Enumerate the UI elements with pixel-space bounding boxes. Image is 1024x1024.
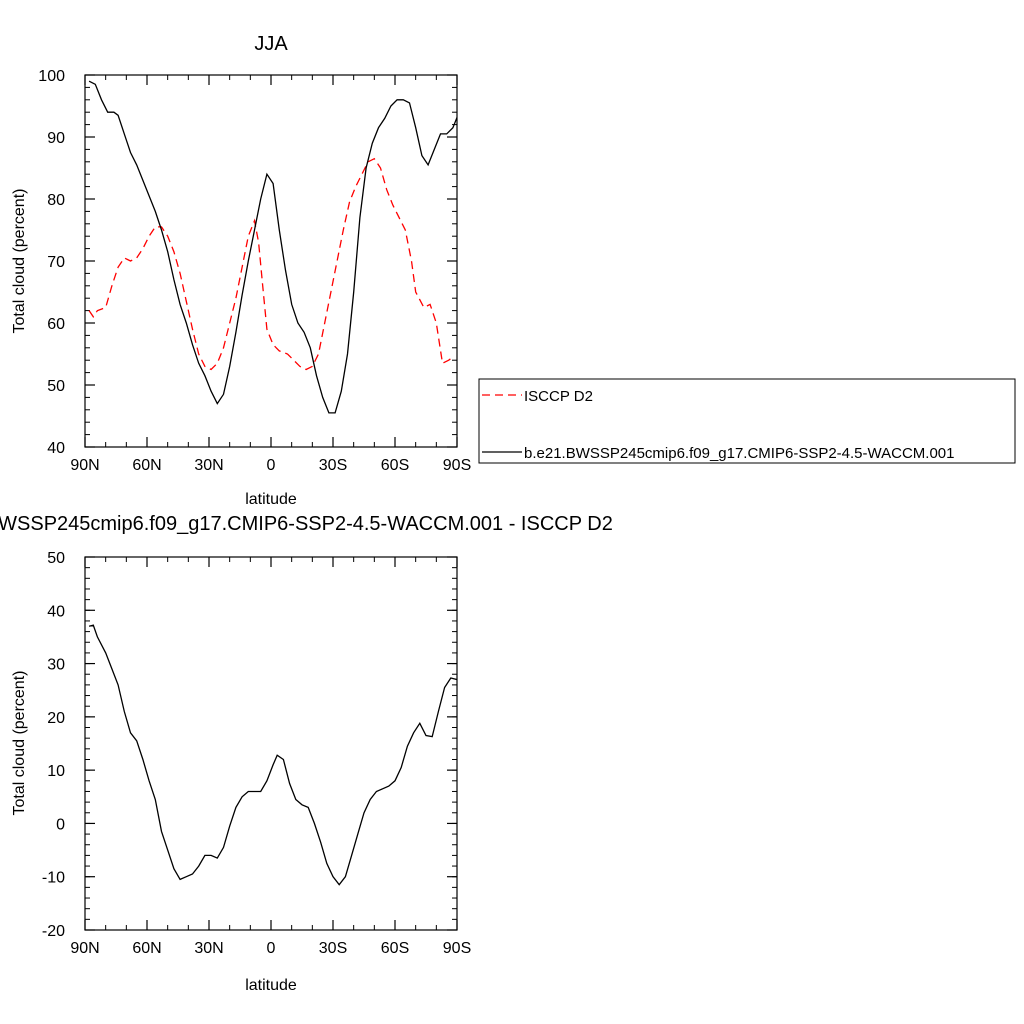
top-panel-x-label: latitude (245, 491, 297, 508)
panel1-y-tick-label: 10 (47, 763, 65, 780)
panel0-x-tick-label: 30S (319, 457, 347, 474)
panel0-y-tick-label: 90 (47, 130, 65, 147)
panel0-series-line-0 (88, 157, 454, 371)
bottom-panel-y-label: Total cloud (percent) (11, 671, 28, 816)
panel0-x-tick-label: 60S (381, 457, 409, 474)
panel1-y-tick-label: 40 (47, 603, 65, 620)
panel0-x-tick-label: 60N (132, 457, 161, 474)
bottom-panel: b.e21.BWSSP245cmip6.f09_g17.CMIP6-SSP2-4… (0, 513, 613, 994)
panel0-x-tick-label: 0 (267, 457, 276, 474)
panel0-y-tick-label: 50 (47, 378, 65, 395)
panel0-x-tick-label: 90N (70, 457, 99, 474)
panel0-y-tick-label: 60 (47, 316, 65, 333)
panel1-y-tick-label: -10 (42, 870, 65, 887)
panel1-y-tick-label: -20 (42, 923, 65, 940)
panel1-y-tick-label: 0 (56, 816, 65, 833)
legend-label-model: b.e21.BWSSP245cmip6.f09_g17.CMIP6-SSP2-4… (524, 445, 954, 462)
panel0-x-tick-label: 30N (194, 457, 223, 474)
panel1-x-tick-label: 90N (70, 940, 99, 957)
top-panel: JJA latitude Total cloud (percent) 90N 60… (11, 33, 471, 508)
panel0-x-tick-label: 90S (443, 457, 471, 474)
panel0-y-tick-label: 80 (47, 192, 65, 209)
panel1-x-tick-label: 30S (319, 940, 347, 957)
panel0-y-tick-label: 100 (38, 68, 65, 85)
legend: ISCCP D2 b.e21.BWSSP245cmip6.f09_g17.CMI… (478, 378, 1016, 464)
panel0-y-tick-label: 40 (47, 440, 65, 457)
panel0-plot-frame (84, 74, 458, 448)
top-panel-y-label: Total cloud (percent) (11, 189, 28, 334)
bottom-panel-x-label: latitude (245, 977, 297, 994)
panel1-x-tick-label: 30N (194, 940, 223, 957)
panel1-x-tick-label: 60S (381, 940, 409, 957)
panel1-y-tick-label: 50 (47, 550, 65, 567)
panel0-series-line-1 (88, 80, 457, 414)
top-panel-title: JJA (254, 33, 288, 55)
legend-box (478, 378, 1016, 464)
panel1-x-tick-label: 60N (132, 940, 161, 957)
panel1-series-line-0 (88, 624, 457, 886)
panel1-x-tick-label: 0 (267, 940, 276, 957)
panel0-y-tick-label: 70 (47, 254, 65, 271)
panel1-plot-frame (84, 556, 458, 931)
legend-label-isccp: ISCCP D2 (524, 388, 593, 405)
panel1-y-tick-label: 30 (47, 657, 65, 674)
bottom-panel-title: b.e21.BWSSP245cmip6.f09_g17.CMIP6-SSP2-4… (0, 513, 613, 535)
panel1-y-tick-label: 20 (47, 710, 65, 727)
panel1-x-tick-label: 90S (443, 940, 471, 957)
